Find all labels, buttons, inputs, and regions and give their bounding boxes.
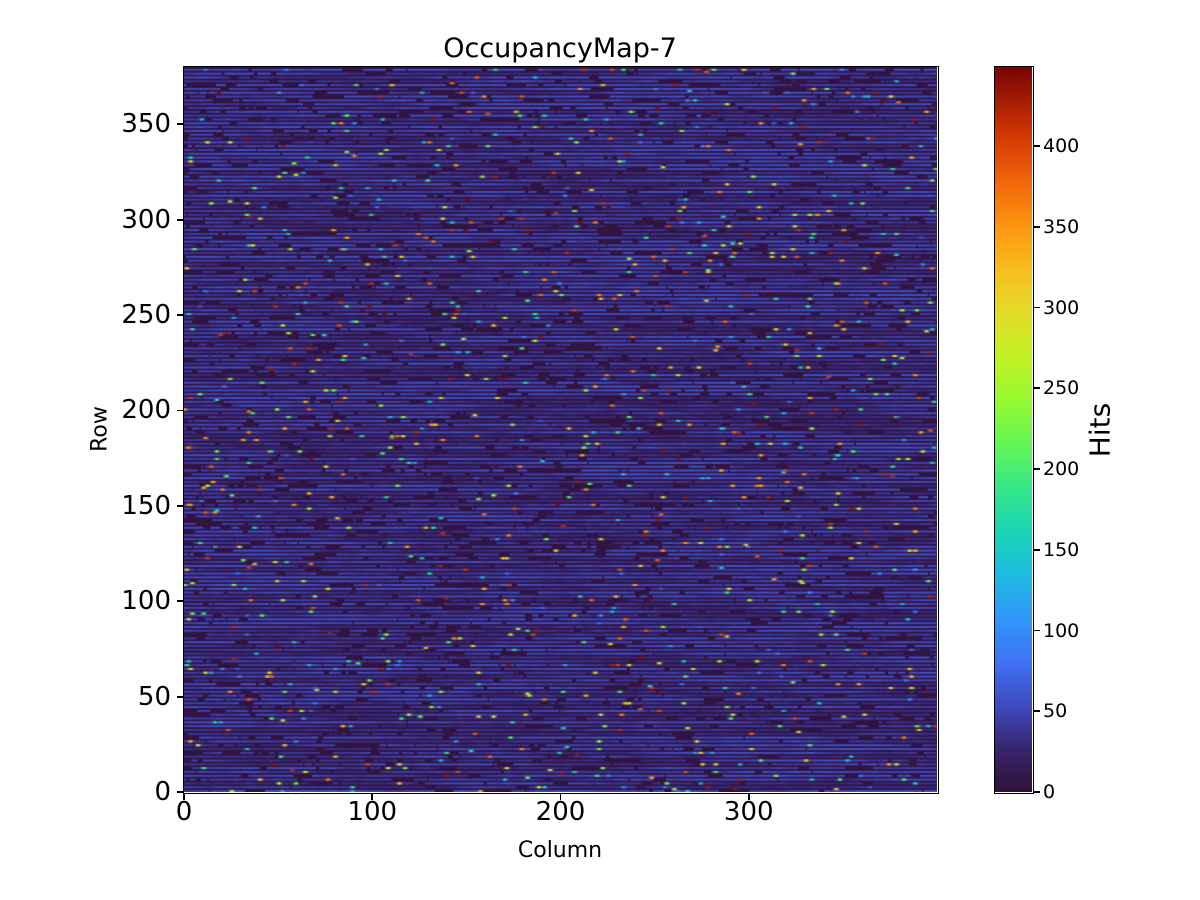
colorbar-canvas [995,67,1032,792]
chart-title: OccupancyMap-7 [443,33,677,64]
colorbar-tick-mark [1033,791,1040,793]
y-tick-label: 250 [121,300,171,331]
x-tick-mark [747,793,750,800]
colorbar-label: Hits [1083,402,1117,458]
x-tick-label: 200 [535,797,586,827]
x-tick-mark [183,793,185,800]
colorbar-tick-label: 0 [1043,781,1056,803]
y-tick-mark [176,314,183,316]
y-tick-label: 300 [121,204,171,235]
colorbar-tick-label: 200 [1043,458,1080,481]
colorbar-tick-mark [1033,306,1040,309]
y-tick-mark [176,218,183,221]
y-tick-label: 0 [154,777,171,807]
y-tick-mark [176,791,183,793]
colorbar-tick-mark [1033,548,1040,551]
x-tick-mark [371,793,374,800]
x-tick-label: 0 [175,797,193,827]
y-tick-mark [176,695,183,698]
x-axis-label: Column [517,838,603,863]
y-tick-mark [176,600,183,603]
y-tick-label: 350 [121,109,171,140]
y-tick-label: 50 [137,681,171,712]
colorbar-tick-label: 150 [1043,538,1080,561]
colorbar-tick-label: 300 [1043,296,1080,319]
colorbar-tick-label: 50 [1043,700,1068,723]
x-tick-mark [559,793,562,800]
y-tick-label: 150 [121,490,171,521]
x-tick-label: 100 [347,797,398,827]
colorbar-tick-mark [1033,145,1040,148]
colorbar-tick-label: 100 [1043,619,1080,642]
x-tick-label: 300 [723,797,774,827]
colorbar-tick-label: 250 [1043,377,1080,400]
y-tick-mark [176,123,183,126]
colorbar-tick-mark [1033,710,1040,713]
y-tick-mark [176,504,183,507]
y-tick-mark [176,409,183,412]
colorbar-tick-mark [1033,225,1040,228]
colorbar-tick-mark [1033,387,1040,390]
colorbar-tick-label: 350 [1043,215,1080,238]
colorbar-tick-mark [1033,629,1040,632]
colorbar-tick-mark [1033,468,1040,470]
y-tick-label: 100 [121,586,171,617]
heatmap-canvas [184,67,937,792]
y-tick-label: 200 [121,395,171,426]
y-axis-label: Row [87,406,113,452]
colorbar-tick-label: 400 [1043,135,1080,158]
